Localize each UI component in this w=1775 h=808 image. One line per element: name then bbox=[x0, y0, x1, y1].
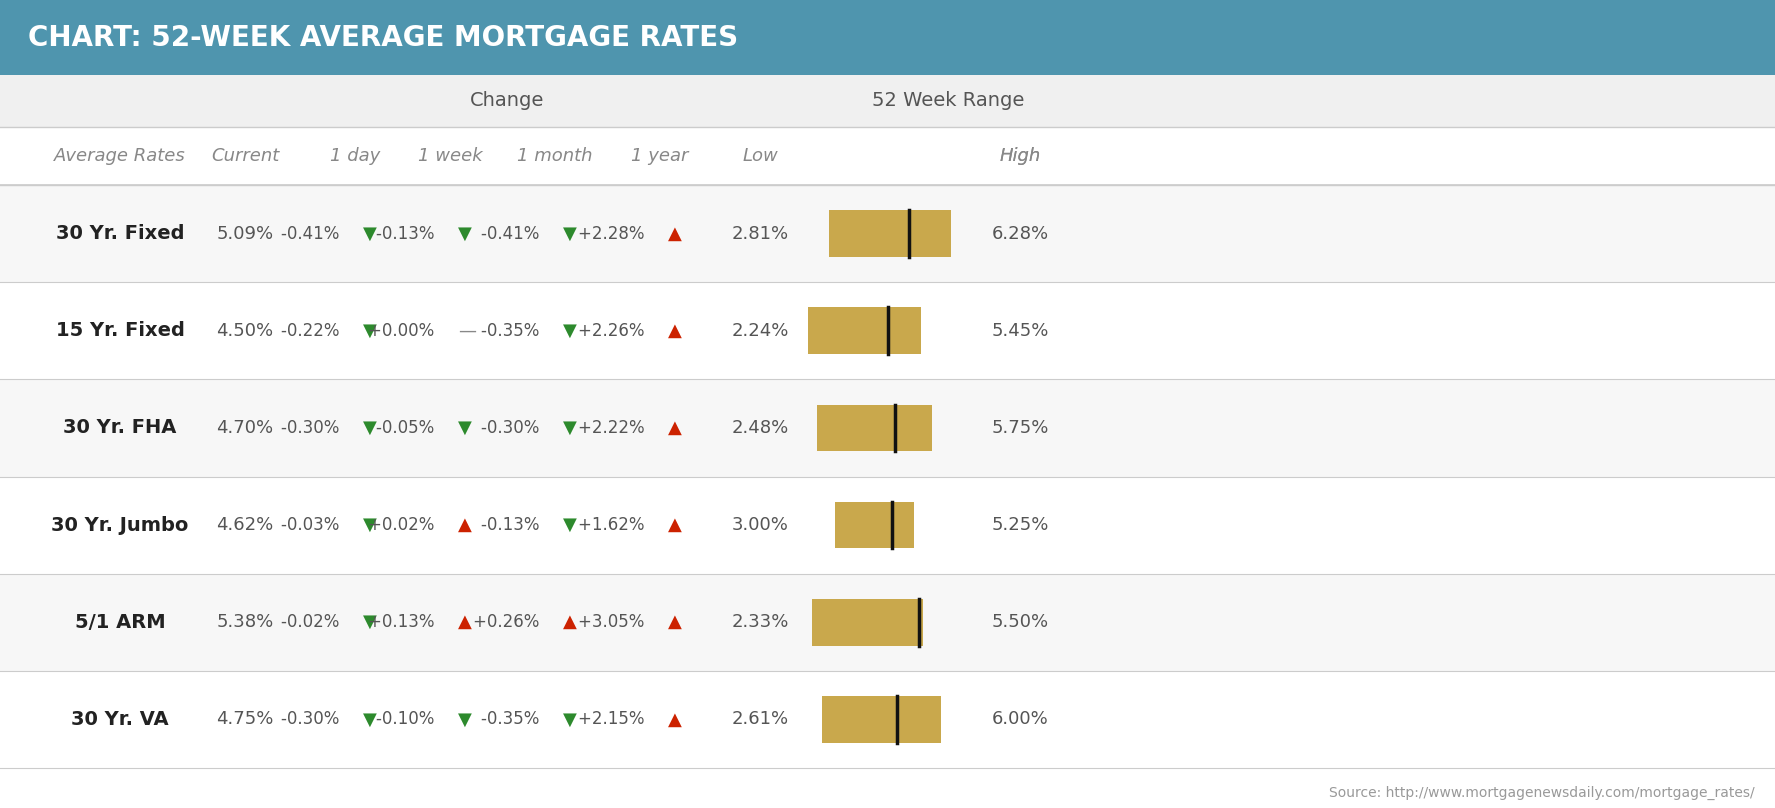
Text: ▼: ▼ bbox=[563, 516, 577, 534]
Text: +2.22%: +2.22% bbox=[579, 419, 650, 437]
Text: 5.09%: 5.09% bbox=[217, 225, 273, 242]
Text: ▼: ▼ bbox=[458, 225, 472, 242]
Text: 30 Yr. FHA: 30 Yr. FHA bbox=[64, 419, 178, 437]
Text: ▼: ▼ bbox=[563, 419, 577, 437]
Text: -0.03%: -0.03% bbox=[282, 516, 344, 534]
Text: Low: Low bbox=[742, 147, 777, 165]
Text: ▼: ▼ bbox=[458, 710, 472, 729]
Text: 1 day: 1 day bbox=[330, 147, 380, 165]
Text: +0.02%: +0.02% bbox=[369, 516, 440, 534]
Text: -0.41%: -0.41% bbox=[282, 225, 344, 242]
Text: +0.26%: +0.26% bbox=[474, 613, 545, 631]
Text: 5.75%: 5.75% bbox=[990, 419, 1049, 437]
Text: ▲: ▲ bbox=[667, 613, 682, 631]
Text: 52 Week Range: 52 Week Range bbox=[872, 91, 1024, 111]
Text: -0.05%: -0.05% bbox=[376, 419, 440, 437]
Text: ▼: ▼ bbox=[458, 419, 472, 437]
Text: ▼: ▼ bbox=[563, 710, 577, 729]
Text: 2.48%: 2.48% bbox=[731, 419, 788, 437]
Text: +2.28%: +2.28% bbox=[579, 225, 650, 242]
Text: ▲: ▲ bbox=[667, 419, 682, 437]
Bar bbox=[0, 379, 1775, 477]
Text: 4.75%: 4.75% bbox=[217, 710, 273, 729]
Text: ▲: ▲ bbox=[667, 322, 682, 339]
Text: 5.45%: 5.45% bbox=[990, 322, 1049, 339]
Bar bbox=[0, 185, 1775, 282]
Text: -0.35%: -0.35% bbox=[481, 710, 545, 729]
Text: ▼: ▼ bbox=[364, 419, 376, 437]
Text: 30 Yr. VA: 30 Yr. VA bbox=[71, 710, 169, 729]
Text: -0.13%: -0.13% bbox=[481, 516, 545, 534]
Text: ▼: ▼ bbox=[364, 322, 376, 339]
Bar bbox=[0, 282, 1775, 379]
Text: ▼: ▼ bbox=[364, 225, 376, 242]
Text: ▼: ▼ bbox=[364, 613, 376, 631]
Text: 5.38%: 5.38% bbox=[217, 613, 273, 631]
Text: 30 Yr. Fixed: 30 Yr. Fixed bbox=[55, 224, 185, 243]
Text: 4.50%: 4.50% bbox=[217, 322, 273, 339]
Bar bbox=[822, 696, 941, 743]
Bar bbox=[0, 477, 1775, 574]
Text: Average Rates: Average Rates bbox=[53, 147, 186, 165]
Bar bbox=[811, 599, 923, 646]
Text: ▲: ▲ bbox=[458, 613, 472, 631]
Text: ▲: ▲ bbox=[563, 613, 577, 631]
Text: —: — bbox=[458, 322, 476, 339]
Bar bbox=[808, 307, 921, 354]
Text: Source: http://www.mortgagenewsdaily.com/mortgage_rates/: Source: http://www.mortgagenewsdaily.com… bbox=[1329, 786, 1755, 800]
Text: ▲: ▲ bbox=[667, 225, 682, 242]
Text: 5.25%: 5.25% bbox=[990, 516, 1049, 534]
Text: 5.50%: 5.50% bbox=[992, 613, 1049, 631]
Text: 15 Yr. Fixed: 15 Yr. Fixed bbox=[55, 322, 185, 340]
Text: 5/1 ARM: 5/1 ARM bbox=[75, 612, 165, 632]
Text: 4.70%: 4.70% bbox=[217, 419, 273, 437]
Bar bbox=[836, 502, 914, 549]
Text: ▲: ▲ bbox=[458, 516, 472, 534]
Bar bbox=[0, 75, 1775, 127]
Text: 6.00%: 6.00% bbox=[992, 710, 1049, 729]
Text: 3.00%: 3.00% bbox=[731, 516, 788, 534]
Text: Change: Change bbox=[470, 91, 545, 111]
Bar bbox=[0, 671, 1775, 768]
Text: High: High bbox=[999, 147, 1040, 165]
Text: ▲: ▲ bbox=[667, 710, 682, 729]
Text: -0.02%: -0.02% bbox=[282, 613, 344, 631]
Text: +3.05%: +3.05% bbox=[579, 613, 650, 631]
Text: 1 year: 1 year bbox=[632, 147, 689, 165]
Text: ▲: ▲ bbox=[667, 516, 682, 534]
Text: High: High bbox=[999, 147, 1040, 165]
Text: -0.10%: -0.10% bbox=[376, 710, 440, 729]
Text: -0.13%: -0.13% bbox=[376, 225, 440, 242]
Text: +1.62%: +1.62% bbox=[579, 516, 650, 534]
Text: +0.13%: +0.13% bbox=[367, 613, 440, 631]
Text: 6.28%: 6.28% bbox=[992, 225, 1049, 242]
Text: -0.41%: -0.41% bbox=[481, 225, 545, 242]
Text: 2.33%: 2.33% bbox=[731, 613, 788, 631]
Text: 4.62%: 4.62% bbox=[217, 516, 273, 534]
Bar bbox=[816, 405, 932, 451]
Text: Current: Current bbox=[211, 147, 279, 165]
Text: 2.81%: 2.81% bbox=[731, 225, 788, 242]
Text: 2.61%: 2.61% bbox=[731, 710, 788, 729]
Text: +0.00%: +0.00% bbox=[369, 322, 440, 339]
Bar bbox=[0, 574, 1775, 671]
Text: 1 month: 1 month bbox=[517, 147, 593, 165]
Text: -0.30%: -0.30% bbox=[282, 710, 344, 729]
Text: -0.30%: -0.30% bbox=[481, 419, 545, 437]
Text: ▼: ▼ bbox=[563, 322, 577, 339]
Text: ▼: ▼ bbox=[364, 710, 376, 729]
Text: +2.26%: +2.26% bbox=[579, 322, 650, 339]
Text: 1 week: 1 week bbox=[417, 147, 483, 165]
Text: -0.30%: -0.30% bbox=[282, 419, 344, 437]
Text: 30 Yr. Jumbo: 30 Yr. Jumbo bbox=[51, 516, 188, 535]
Text: 2.24%: 2.24% bbox=[731, 322, 788, 339]
Text: ▼: ▼ bbox=[364, 516, 376, 534]
Text: -0.35%: -0.35% bbox=[481, 322, 545, 339]
Text: +2.15%: +2.15% bbox=[579, 710, 650, 729]
Bar bbox=[829, 210, 951, 257]
Text: ▼: ▼ bbox=[563, 225, 577, 242]
Bar bbox=[0, 0, 1775, 75]
Text: CHART: 52-WEEK AVERAGE MORTGAGE RATES: CHART: 52-WEEK AVERAGE MORTGAGE RATES bbox=[28, 23, 738, 52]
Text: -0.22%: -0.22% bbox=[280, 322, 344, 339]
